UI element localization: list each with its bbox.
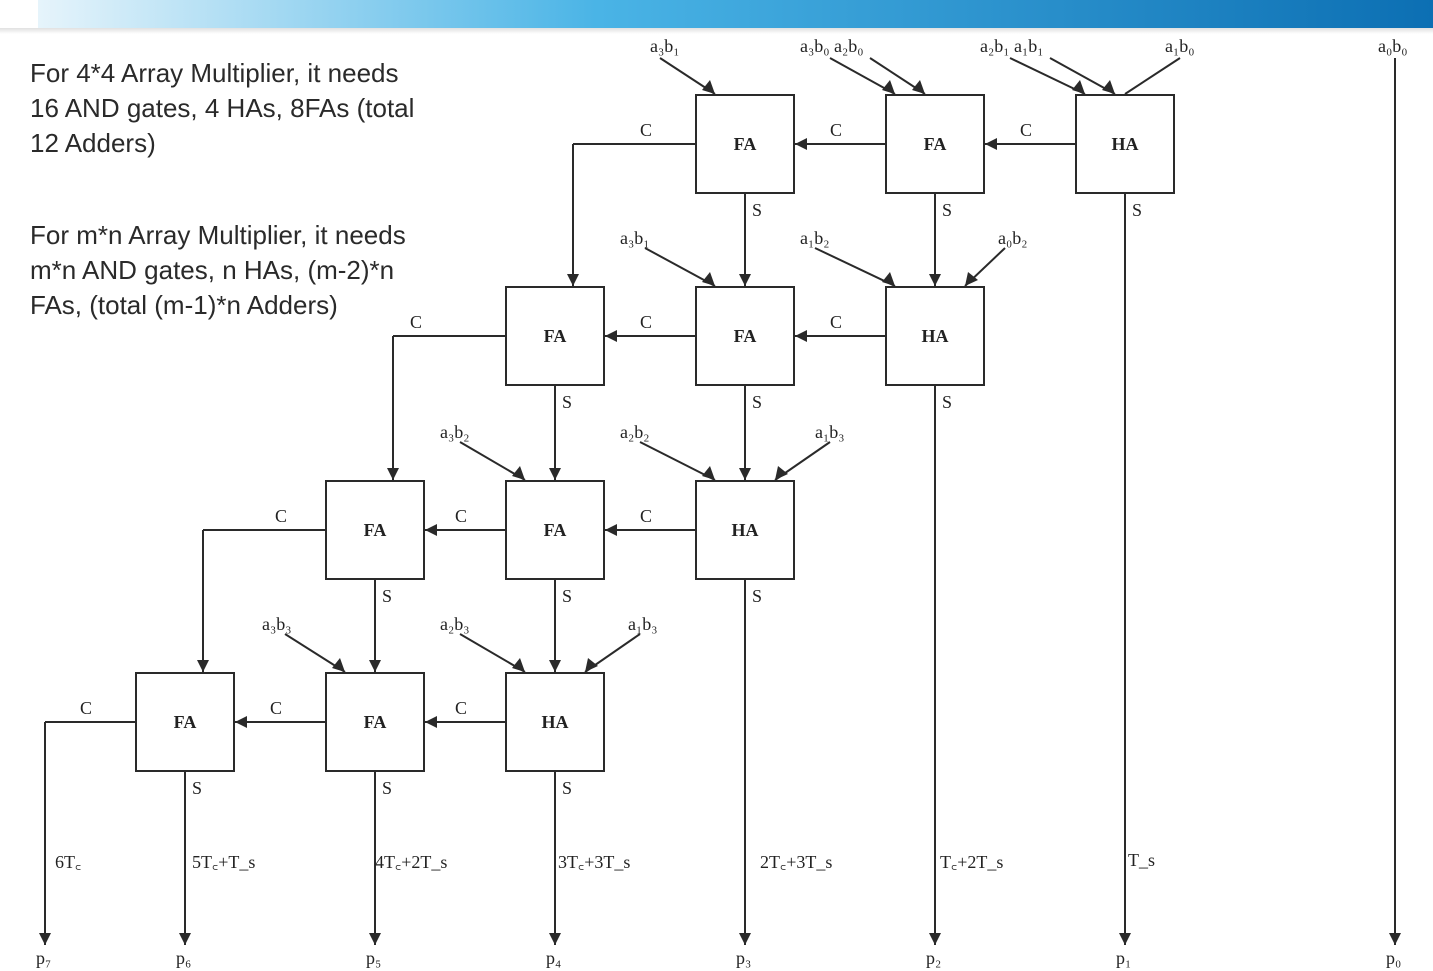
adder-fa-r2c1: FA: [505, 286, 605, 386]
label-s-r4-0: S: [192, 778, 202, 799]
adder-ha-r3c3: HA: [695, 480, 795, 580]
label-c-r2-2: C: [830, 312, 842, 333]
label-c-r2-left: C: [410, 312, 422, 333]
label-output-p1: p₁: [1116, 948, 1131, 969]
label-input-r3-1: a₂b₂: [620, 422, 650, 443]
adder-ha-r2c3: HA: [885, 286, 985, 386]
adder-fa-r3c1: FA: [325, 480, 425, 580]
label-s-r4-2: S: [562, 778, 572, 799]
label-input-r4-1: a₂b₃: [440, 614, 470, 635]
label-c-r4-2: C: [455, 698, 467, 719]
label-c-r1-left: C: [640, 120, 652, 141]
label-c-r4-1: C: [270, 698, 282, 719]
label-c-r3-2: C: [640, 506, 652, 527]
label-timing-3: 3T꜀+3T_s: [558, 850, 630, 874]
label-s-r3-1: S: [562, 586, 572, 607]
label-s-r3-0: S: [382, 586, 392, 607]
label-input-a2b1a1b1: a₂b₁ a₁b₁: [980, 36, 1044, 57]
label-output-p3: p₃: [736, 948, 751, 969]
label-output-p4: p₄: [546, 948, 561, 969]
label-input-a3b0a2b0: a₃b₀ a₂b₀: [800, 36, 864, 57]
label-input-r4-0: a₃b₃: [262, 614, 292, 635]
label-timing-0: 6T꜀: [55, 850, 81, 874]
label-s-r4-1: S: [382, 778, 392, 799]
adder-fa-r1c2: FA: [885, 94, 985, 194]
label-input-r3-0: a₃b₂: [440, 422, 470, 443]
label-timing-1: 5T꜀+T_s: [192, 850, 255, 874]
label-output-p7: p₇: [36, 948, 51, 969]
label-input-r2-2: a₀b₂: [998, 228, 1028, 249]
label-output-p5: p₅: [366, 948, 381, 969]
label-s-r1-1: S: [942, 200, 952, 221]
label-s-r1-2: S: [1132, 200, 1142, 221]
label-timing-2: 4T꜀+2T_s: [375, 850, 447, 874]
adder-ha-r4c3: HA: [505, 672, 605, 772]
label-input-a0b0: a₀b₀: [1378, 36, 1408, 57]
label-c-r1-2: C: [1020, 120, 1032, 141]
label-output-p0: p₀: [1386, 948, 1401, 969]
label-c-r3-1: C: [455, 506, 467, 527]
label-c-r1-1: C: [830, 120, 842, 141]
label-timing-4: 2T꜀+3T_s: [760, 850, 832, 874]
adder-fa-r3c2: FA: [505, 480, 605, 580]
adder-ha-r1c3: HA: [1075, 94, 1175, 194]
page: For 4*4 Array Multiplier, it needs 16 AN…: [0, 0, 1433, 971]
label-input-r2-0: a₃b₁: [620, 228, 650, 249]
adder-fa-r4c2: FA: [325, 672, 425, 772]
adder-fa-r2c2: FA: [695, 286, 795, 386]
label-output-p2: p₂: [926, 948, 941, 969]
label-output-p6: p₆: [176, 948, 191, 969]
label-s-r2-0: S: [562, 392, 572, 413]
label-input-r4-2: a₁b₃: [628, 614, 658, 635]
label-s-r1-0: S: [752, 200, 762, 221]
label-timing-6: T_s: [1128, 850, 1155, 871]
label-timing-5: T꜀+2T_s: [940, 850, 1003, 874]
label-s-r3-2: S: [752, 586, 762, 607]
label-c-r2-1: C: [640, 312, 652, 333]
label-c-r4-left: C: [80, 698, 92, 719]
adder-fa-r1c1: FA: [695, 94, 795, 194]
label-input-a3b1: a₃b₁: [650, 36, 680, 57]
label-c-r3-left: C: [275, 506, 287, 527]
label-s-r2-2: S: [942, 392, 952, 413]
label-input-a1b0: a₁b₀: [1165, 36, 1195, 57]
label-input-r3-2: a₁b₃: [815, 422, 845, 443]
label-input-r2-1: a₁b₂: [800, 228, 830, 249]
adder-fa-r4c1: FA: [135, 672, 235, 772]
label-s-r2-1: S: [752, 392, 762, 413]
